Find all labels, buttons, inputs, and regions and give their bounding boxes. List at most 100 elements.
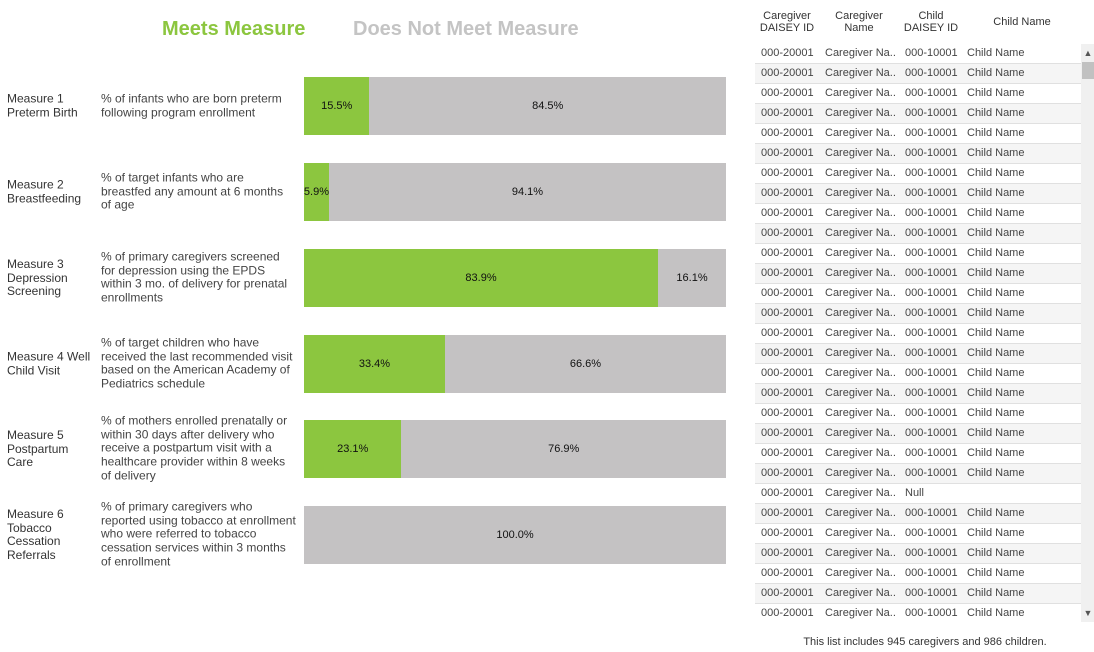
table-cell: 000-20001 xyxy=(761,247,814,259)
table-cell: 000-10001 xyxy=(905,147,958,159)
table-row[interactable]: 000-20001 Caregiver Na.. 000-10001 Child Na… xyxy=(755,324,1081,344)
table-cell: Child Name xyxy=(967,307,1025,319)
table-cell: 000-20001 xyxy=(761,347,814,359)
table-row[interactable]: 000-20001 Caregiver Na.. 000-10001 Child Na… xyxy=(755,44,1081,64)
table-cell: 000-10001 xyxy=(905,207,958,219)
table-row[interactable]: 000-20001 Caregiver Na.. 000-10001 Child Na… xyxy=(755,264,1081,284)
table-cell: 000-20001 xyxy=(761,447,814,459)
table-cell: Child Name xyxy=(967,267,1025,279)
table-cell: 000-20001 xyxy=(761,207,814,219)
table-cell: 000-10001 xyxy=(905,87,958,99)
table-row[interactable]: 000-20001 Caregiver Na.. 000-10001 Child Na… xyxy=(755,164,1081,184)
table-row[interactable]: 000-20001 Caregiver Na.. 000-10001 Child Na… xyxy=(755,544,1081,564)
does-not-meet-segment[interactable]: 16.1% xyxy=(658,249,726,307)
scroll-down-icon[interactable]: ▼ xyxy=(1083,608,1093,618)
table-cell: 000-10001 xyxy=(905,587,958,599)
table-cell: Child Name xyxy=(967,447,1025,459)
does-not-meet-segment[interactable]: 66.6% xyxy=(444,335,726,393)
measure-title: Measure 4 Well Child Visit xyxy=(7,349,91,377)
meets-measure-segment[interactable]: 83.9% xyxy=(304,249,659,307)
measure-title: Measure 5 Postpartum Care xyxy=(7,427,69,469)
table-cell: 000-20001 xyxy=(761,187,814,199)
table-cell: 000-20001 xyxy=(761,287,814,299)
table-row[interactable]: 000-20001 Caregiver Na.. 000-10001 Child Na… xyxy=(755,424,1081,444)
table-row[interactable]: 000-20001 Caregiver Na.. 000-10001 Child Na… xyxy=(755,104,1081,124)
table-row[interactable]: 000-20001 Caregiver Na.. 000-10001 Child Na… xyxy=(755,204,1081,224)
meets-measure-segment[interactable]: 15.5% xyxy=(304,77,370,135)
table-row[interactable]: 000-20001 Caregiver Na.. 000-10001 Child Na… xyxy=(755,444,1081,464)
measure-description: % of primary caregivers who reported usi… xyxy=(101,499,296,569)
table-row[interactable]: 000-20001 Caregiver Na.. 000-10001 Child Na… xyxy=(755,224,1081,244)
scrollbar-thumb[interactable] xyxy=(1082,62,1094,79)
header-child-name[interactable]: Child Name xyxy=(993,15,1051,28)
table-row[interactable]: 000-20001 Caregiver Na.. 000-10001 Child Na… xyxy=(755,464,1081,484)
meets-measure-segment[interactable]: 5.9% xyxy=(304,163,329,221)
table-row[interactable]: 000-20001 Caregiver Na.. 000-10001 Child Na… xyxy=(755,524,1081,544)
table-cell: Caregiver Na.. xyxy=(825,107,896,119)
table-cell: Caregiver Na.. xyxy=(825,307,896,319)
does-not-meet-segment[interactable]: 84.5% xyxy=(369,77,726,135)
table-cell: Caregiver Na.. xyxy=(825,587,896,599)
table-cell: Caregiver Na.. xyxy=(825,447,896,459)
table-cell: 000-20001 xyxy=(761,87,814,99)
table-row[interactable]: 000-20001 Caregiver Na.. 000-10001 Child Na… xyxy=(755,364,1081,384)
table-row[interactable]: 000-20001 Caregiver Na.. 000-10001 Child Na… xyxy=(755,84,1081,104)
table-cell: Caregiver Na.. xyxy=(825,207,896,219)
does-not-meet-segment[interactable]: 100.0% xyxy=(304,506,726,564)
table-cell: 000-10001 xyxy=(905,367,958,379)
table-row[interactable]: 000-20001 Caregiver Na.. 000-10001 Child Na… xyxy=(755,244,1081,264)
table-cell: 000-10001 xyxy=(905,447,958,459)
table-cell: 000-20001 xyxy=(761,407,814,419)
table-row[interactable]: 000-20001 Caregiver Na.. 000-10001 Child Na… xyxy=(755,584,1081,604)
table-row[interactable]: 000-20001 Caregiver Na.. 000-10001 Child Na… xyxy=(755,604,1081,622)
table-row[interactable]: 000-20001 Caregiver Na.. 000-10001 Child Na… xyxy=(755,144,1081,164)
table-row[interactable]: 000-20001 Caregiver Na.. 000-10001 Child Na… xyxy=(755,344,1081,364)
table-row[interactable]: 000-20001 Caregiver Na.. 000-10001 Child Na… xyxy=(755,404,1081,424)
table-cell: 000-10001 xyxy=(905,547,958,559)
table-cell: Caregiver Na.. xyxy=(825,527,896,539)
does-not-meet-segment[interactable]: 76.9% xyxy=(401,420,726,478)
table-cell: 000-20001 xyxy=(761,167,814,179)
table-row[interactable]: 000-20001 Caregiver Na.. 000-10001 Child Na… xyxy=(755,284,1081,304)
meets-measure-segment[interactable]: 33.4% xyxy=(304,335,445,393)
measure-description: % of target infants who are breastfed an… xyxy=(101,170,284,212)
does-not-meet-segment[interactable]: 94.1% xyxy=(328,163,726,221)
header-caregiver-daisey-id[interactable]: Caregiver DAISEY ID xyxy=(759,9,815,35)
table-cell: Caregiver Na.. xyxy=(825,87,896,99)
table-row[interactable]: 000-20001 Caregiver Na.. 000-10001 Child Na… xyxy=(755,64,1081,84)
table-cell: 000-20001 xyxy=(761,587,814,599)
table-cell: Caregiver Na.. xyxy=(825,387,896,399)
table-cell: Child Name xyxy=(967,387,1025,399)
table-scrollbar[interactable]: ▲ ▼ xyxy=(1081,44,1094,622)
header-child-daisey-id[interactable]: Child DAISEY ID xyxy=(903,9,959,35)
table-cell: Caregiver Na.. xyxy=(825,247,896,259)
measure-stacked-bar: 23.1% 76.9% xyxy=(304,420,726,478)
table-row[interactable]: 000-20001 Caregiver Na.. 000-10001 Child Na… xyxy=(755,564,1081,584)
header-caregiver-name[interactable]: Caregiver Name xyxy=(835,9,883,35)
table-cell: 000-20001 xyxy=(761,267,814,279)
table-row[interactable]: 000-20001 Caregiver Na.. 000-10001 Child Na… xyxy=(755,184,1081,204)
meets-measure-segment[interactable]: 23.1% xyxy=(304,420,402,478)
table-cell: 000-20001 xyxy=(761,547,814,559)
table-row[interactable]: 000-20001 Caregiver Na.. 000-10001 Child Na… xyxy=(755,304,1081,324)
table-cell: Caregiver Na.. xyxy=(825,507,896,519)
table-cell: Child Name xyxy=(967,367,1025,379)
table-cell: 000-20001 xyxy=(761,607,814,619)
measure-stacked-bar: 100.0% xyxy=(304,506,726,564)
table-cell: 000-10001 xyxy=(905,187,958,199)
table-cell: Caregiver Na.. xyxy=(825,47,896,59)
table-cell: Child Name xyxy=(967,427,1025,439)
table-cell: 000-20001 xyxy=(761,567,814,579)
table-row[interactable]: 000-20001 Caregiver Na.. 000-10001 Child Na… xyxy=(755,124,1081,144)
table-cell: 000-20001 xyxy=(761,307,814,319)
table-cell: Caregiver Na.. xyxy=(825,467,896,479)
table-row[interactable]: 000-20001 Caregiver Na.. Null xyxy=(755,484,1081,504)
table-cell: 000-10001 xyxy=(905,607,958,619)
table-cell: 000-10001 xyxy=(905,127,958,139)
table-cell: 000-10001 xyxy=(905,407,958,419)
table-row[interactable]: 000-20001 Caregiver Na.. 000-10001 Child Na… xyxy=(755,504,1081,524)
table-cell: Child Name xyxy=(967,287,1025,299)
scroll-up-icon[interactable]: ▲ xyxy=(1083,48,1093,58)
measure-description: % of target children who have received t… xyxy=(101,335,293,391)
table-row[interactable]: 000-20001 Caregiver Na.. 000-10001 Child Na… xyxy=(755,384,1081,404)
